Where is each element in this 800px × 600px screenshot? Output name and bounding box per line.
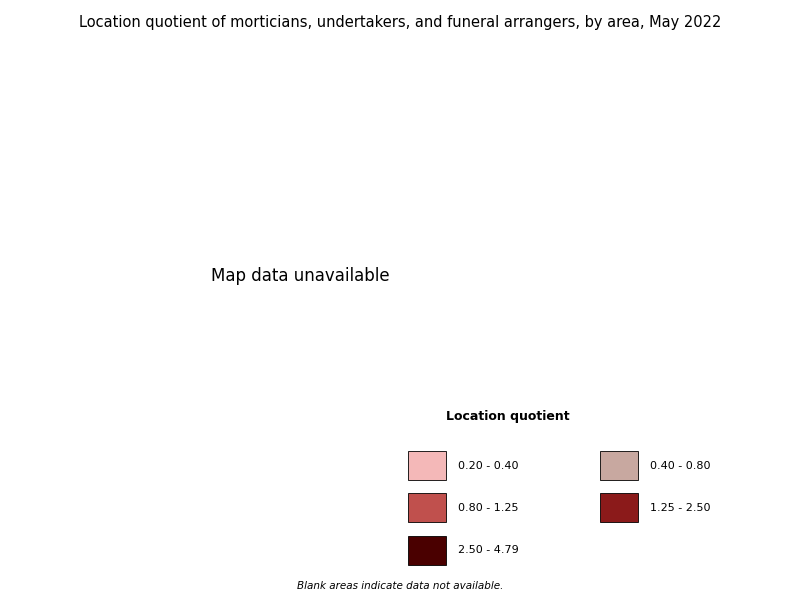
Text: 1.25 - 2.50: 1.25 - 2.50	[650, 503, 710, 513]
Bar	[600, 493, 638, 523]
Text: 0.20 - 0.40: 0.20 - 0.40	[458, 461, 518, 470]
Text: 0.40 - 0.80: 0.40 - 0.80	[650, 461, 710, 470]
Text: Location quotient: Location quotient	[446, 410, 570, 424]
Bar	[600, 451, 638, 480]
Bar	[408, 493, 446, 523]
Text: Location quotient of morticians, undertakers, and funeral arrangers, by area, Ma: Location quotient of morticians, underta…	[79, 15, 721, 30]
Text: 2.50 - 4.79: 2.50 - 4.79	[458, 545, 518, 555]
Text: 0.80 - 1.25: 0.80 - 1.25	[458, 503, 518, 513]
Bar	[408, 451, 446, 480]
Text: Blank areas indicate data not available.: Blank areas indicate data not available.	[297, 581, 503, 591]
Bar	[408, 536, 446, 565]
Text: Map data unavailable: Map data unavailable	[210, 267, 390, 285]
